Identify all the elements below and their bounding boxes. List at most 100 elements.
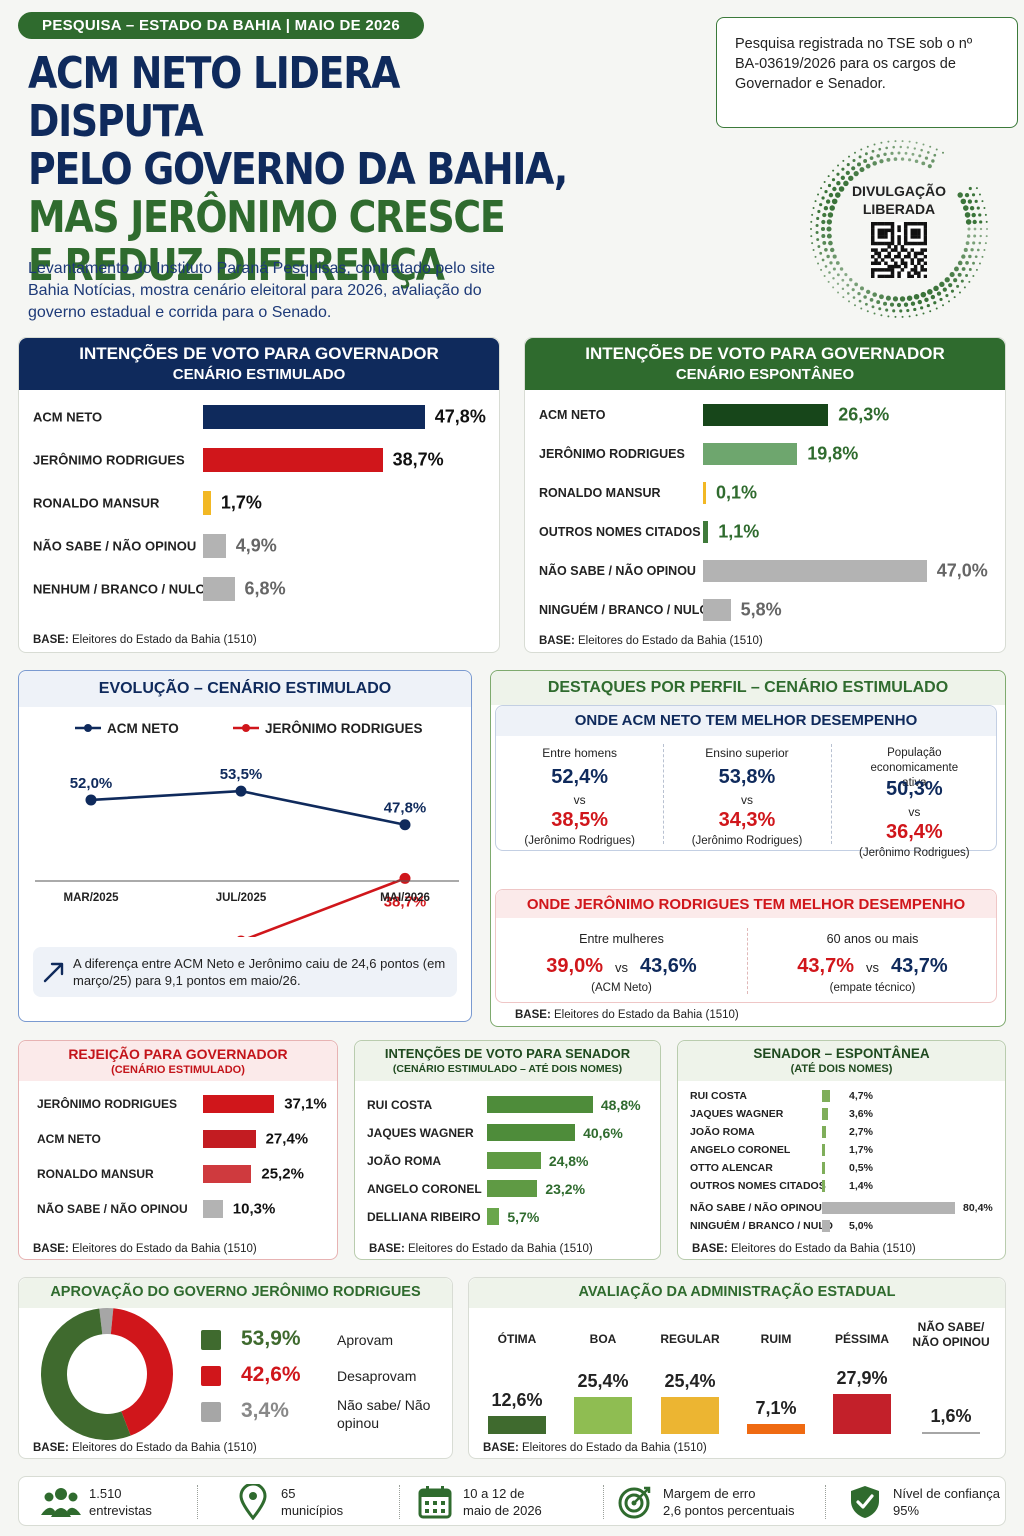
bar-label: OTTO ALENCAR: [690, 1162, 773, 1174]
bar-value: 1,6%: [930, 1405, 972, 1426]
bar-label: RONALDO MANSUR: [539, 486, 661, 500]
ring-dot: [978, 193, 981, 196]
ring-dot: [920, 148, 923, 152]
ring-dot: [869, 156, 874, 160]
ring-dot: [979, 220, 983, 224]
acm-best-box: ONDE ACM NETO TEM MELHOR DESEMPENHO Entr…: [495, 705, 997, 859]
ring-dot: [963, 286, 966, 289]
ring-dot: [825, 199, 831, 204]
ring-dot: [942, 287, 947, 292]
ring-dot: [824, 190, 828, 194]
bar-value: 23,2%: [545, 1180, 586, 1197]
ring-dot: [960, 198, 967, 205]
ring-dot: [929, 145, 932, 148]
ring-dot: [908, 140, 911, 143]
ring-dot: [817, 245, 821, 248]
ring-dot: [846, 292, 850, 295]
highlight-vs: vs: [866, 960, 879, 975]
highlight-vs: vs: [740, 793, 753, 807]
highlight-compare: 43,7% vs 43,7%: [747, 955, 998, 978]
bar-value: 5,7%: [507, 1208, 540, 1225]
category-label: BOA: [589, 1332, 617, 1346]
ring-dot: [971, 193, 976, 197]
map-pin-icon: [233, 1482, 273, 1522]
ring-dot: [918, 154, 922, 158]
legend-item: 3,4% Não sabe/ Não opinou: [201, 1397, 451, 1431]
ring-dot: [887, 315, 890, 318]
senate-stimulated-card: INTENÇÕES DE VOTO PARA SENADOR (CENÁRIO …: [354, 1040, 661, 1260]
category-label: RUIM: [760, 1332, 792, 1346]
ring-dot: [981, 200, 984, 203]
highlight-label: Ensino superior: [705, 746, 789, 760]
bar-label: OUTROS NOMES CITADOS: [539, 525, 701, 539]
tick-label: JUL/2025: [216, 892, 267, 904]
shield-check-icon: [845, 1482, 885, 1522]
chart-title: INTENÇÕES DE VOTO PARA GOVERNADOR: [585, 344, 945, 363]
ring-dot: [926, 303, 930, 308]
acm-best-title: ONDE ACM NETO TEM MELHOR DESEMPENHO: [496, 706, 996, 736]
ring-dot: [823, 206, 829, 211]
ring-dot: [984, 213, 987, 216]
bar-value: 48,8%: [600, 1096, 641, 1113]
ring-dot: [826, 254, 830, 259]
calendar-icon: [415, 1482, 455, 1522]
ring-dot: [966, 234, 971, 238]
legend-value: 53,9%: [241, 1327, 301, 1350]
bar: [203, 491, 211, 515]
approval-donut: [41, 1308, 174, 1440]
ring-dot: [939, 297, 943, 302]
gov-spontaneous-card: INTENÇÕES DE VOTO PARA GOVERNADOR CENÁRI…: [524, 337, 1006, 653]
legend-value: 42,6%: [241, 1363, 301, 1386]
ring-dot: [885, 308, 889, 312]
ring-dot: [824, 265, 828, 268]
ring-dot: [860, 148, 863, 151]
ring-dot: [968, 280, 971, 283]
ring-dot: [860, 307, 863, 310]
ring-dot: [935, 307, 938, 310]
evolution-title: EVOLUÇÃO – CENÁRIO ESTIMULADO: [19, 671, 471, 707]
category-label: ÓTIMA: [497, 1332, 537, 1346]
bar: [488, 1415, 546, 1434]
ring-dot: [942, 151, 944, 154]
ring-dot: [973, 234, 977, 238]
ring-dot: [819, 203, 823, 207]
bar-value: 19,8%: [807, 443, 859, 464]
headline-line-2: PELO GOVERNO DA BAHIA,: [28, 144, 568, 195]
ring-dot: [876, 154, 880, 158]
bar-label: JERÔNIMO RODRIGUES: [33, 452, 185, 468]
base-note: BASE: Eleitores do Estado da Bahia (1510…: [692, 1243, 916, 1255]
ring-dot: [985, 220, 988, 223]
bar: [203, 534, 226, 558]
bar: [703, 560, 927, 582]
ring-dot: [849, 278, 853, 282]
ring-dot: [831, 178, 836, 182]
series-line: [90, 789, 406, 827]
ring-dot: [822, 241, 827, 245]
ring-dot: [983, 206, 986, 209]
approval-card: APROVAÇÃO DO GOVERNO JERÔNIMO RODRIGUES …: [18, 1277, 453, 1459]
ring-dot: [871, 149, 875, 153]
bar-value: 47,0%: [936, 560, 988, 581]
ring-dot: [927, 151, 930, 154]
ring-dot: [842, 296, 845, 299]
ring-dot: [838, 186, 845, 192]
ring-dot: [823, 275, 826, 278]
bar-value: 37,1%: [284, 1095, 327, 1113]
legend-value: 3,4%: [241, 1399, 289, 1422]
ring-dot: [913, 147, 917, 150]
footer-line-2: 2,6 pontos percentuais: [663, 1503, 795, 1518]
ring-dot: [983, 249, 986, 252]
ring-dot: [821, 196, 825, 200]
ring-dot: [836, 273, 840, 277]
bar-value: 40,6%: [583, 1124, 623, 1141]
ring-dot: [848, 175, 854, 181]
ring-dot: [899, 296, 906, 302]
highlights-card: DESTAQUES POR PERFIL – CENÁRIO ESTIMULAD…: [490, 670, 1006, 1027]
divider: [830, 744, 832, 844]
ring-dot: [810, 235, 813, 238]
bar: [703, 443, 798, 465]
ring-dot: [899, 145, 902, 149]
ring-dot: [848, 300, 851, 303]
footer-line-1: 1.510: [89, 1486, 122, 1501]
highlight-column: 60 anos ou mais 43,7% vs 43,7% (empate técni…: [747, 918, 998, 1004]
